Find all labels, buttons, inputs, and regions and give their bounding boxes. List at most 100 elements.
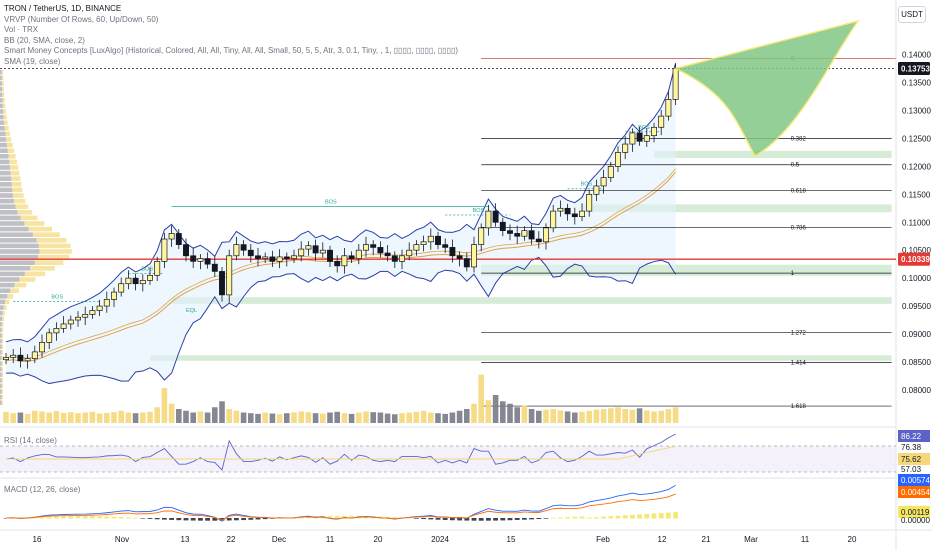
price-tick-label: 0.08500 [902, 358, 931, 367]
candle-body [305, 245, 312, 250]
macd-histogram-bar [68, 515, 74, 519]
macd-histogram-bar [471, 518, 477, 521]
vrvp-bar [0, 271, 25, 277]
vrvp-bar [7, 294, 14, 299]
candle-body [161, 238, 168, 262]
volume-bar [10, 413, 16, 423]
volume-bar [471, 403, 477, 423]
candle-body [557, 207, 564, 212]
macd-histogram-bar [306, 516, 311, 519]
rsi-axis-label: 86.22 [901, 432, 922, 441]
symbol-title[interactable]: TRON / TetherUS, 1D, BINANCE [4, 4, 122, 13]
vrvp-bar [0, 400, 2, 405]
rsi-axis-label: 75.62 [901, 455, 922, 464]
vrvp-bar [38, 243, 71, 249]
volume-bar [168, 403, 175, 423]
volume-bar [161, 388, 168, 423]
fib-level-label: 1 [791, 271, 795, 277]
volume-bar [579, 411, 585, 423]
vrvp-bar [13, 198, 26, 204]
candle-body [269, 256, 276, 262]
bos-label: BOS [581, 182, 593, 188]
projection-shape [673, 19, 860, 158]
macd-histogram-bar [579, 516, 585, 519]
volume-bar [392, 414, 398, 423]
candle-body [39, 342, 45, 353]
order-block-zone [582, 204, 892, 213]
price-axis: 0.14000 0.13500 0.13000 0.12500 0.12000 0.115… [898, 51, 931, 395]
macd-histogram-bar [493, 518, 498, 521]
currency-button[interactable]: USDT [898, 6, 926, 23]
vrvp-bar [0, 305, 4, 310]
candle-body [60, 323, 67, 329]
candle-body [355, 249, 362, 259]
macd-tag-bg [898, 474, 930, 486]
vrvp-bar [0, 266, 31, 271]
volume-bar [298, 411, 304, 423]
vrvp-bar [0, 249, 40, 254]
macd-histogram-bar [248, 518, 254, 520]
candle-body [593, 185, 600, 195]
macd-legend[interactable]: MACD (12, 26, close) [4, 485, 81, 494]
macd-histogram-bar [226, 518, 232, 521]
candle-body [219, 271, 225, 296]
vrvp-bar [0, 165, 11, 170]
volume-bar [413, 411, 420, 423]
macd-histogram-bar [334, 515, 340, 519]
vrvp-bar [0, 193, 13, 198]
candle-body [377, 247, 384, 254]
vrvp-bar [10, 165, 19, 170]
volume-bar [600, 409, 607, 423]
macd-histogram-bar [450, 518, 455, 521]
legend-bb[interactable]: BB (20, SMA, close, 2) [4, 35, 85, 45]
candle-body [651, 126, 657, 137]
macd-histogram-bar [442, 518, 448, 520]
volume-bar [284, 413, 290, 423]
volume-bar [190, 412, 196, 423]
candle-body [17, 354, 24, 362]
vrvp-bar [0, 182, 12, 187]
legend-vrvp[interactable]: VRVP (Number Of Rows, 60, Up/Down, 50) [4, 14, 159, 24]
macd-histogram-bar [298, 516, 304, 519]
candle-body [139, 280, 146, 285]
vrvp-bar [24, 271, 46, 277]
volume-bar [53, 411, 60, 423]
candle-body [463, 258, 470, 268]
vrvp-bar [0, 254, 39, 260]
vrvp-bar [11, 176, 21, 181]
fib-level-label: 1.414 [791, 360, 807, 366]
vrvp-bar [6, 137, 12, 142]
volume-bar [449, 412, 456, 423]
bb-upper-line [5, 62, 677, 343]
candle-body [370, 244, 377, 248]
legend-sma[interactable]: SMA (19, close) [4, 56, 61, 66]
legend-volume[interactable]: Vol · TRX [4, 25, 39, 35]
volume-bar [644, 410, 650, 423]
legend-smc[interactable]: Smart Money Concepts [LuxAlgo] (Historic… [4, 46, 459, 56]
vrvp-bar [1, 344, 4, 349]
macd-histogram-bar [630, 514, 635, 519]
vrvp-bar [0, 366, 2, 372]
price-tick-label: 0.11000 [902, 218, 931, 227]
macd-histogram-bar [457, 518, 462, 521]
vrvp-bar [1, 327, 4, 333]
candle-body [147, 274, 153, 281]
volume-bar [320, 413, 326, 423]
vrvp-bar [1, 378, 4, 383]
vrvp-bar [0, 282, 15, 288]
candle-body [118, 283, 125, 293]
candle-body [31, 351, 38, 359]
macd-histogram-bar [61, 515, 66, 519]
candle-body [521, 230, 528, 237]
macd-histogram-bar [529, 518, 534, 520]
macd-histogram-bar [327, 515, 333, 519]
rsi-legend[interactable]: RSI (14, close) [4, 436, 57, 445]
candle-body [665, 99, 672, 117]
bb-basis-line [5, 168, 676, 359]
volume-bar [636, 408, 643, 423]
vrvp-bar [0, 81, 3, 86]
macd-histogram-bar [572, 516, 578, 519]
volume-bar [68, 412, 74, 423]
